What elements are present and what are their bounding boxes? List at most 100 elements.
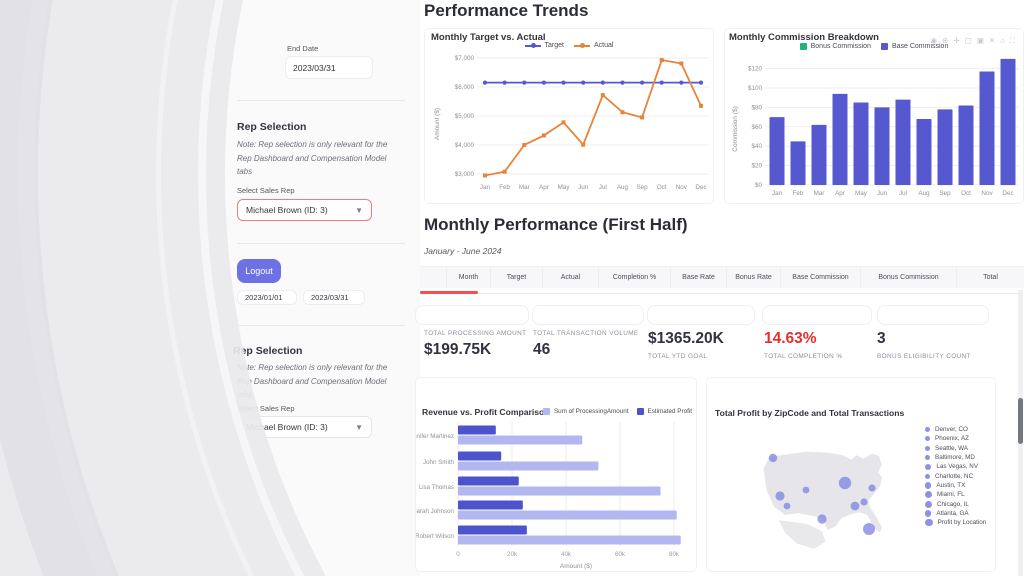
- map-legend-dot: [925, 436, 930, 442]
- metric-value: 46: [533, 341, 551, 358]
- svg-text:Oct: Oct: [961, 190, 971, 197]
- map-dot-denver-co[interactable]: [802, 486, 810, 494]
- legend-label: Bonus Commission: [810, 43, 871, 50]
- hbar-chart-legend: Sum of ProcessingAmount Estimated Profit: [542, 408, 692, 415]
- map-legend-item[interactable]: Seattle, WA: [925, 444, 986, 453]
- end-date-label: End Date: [287, 44, 319, 53]
- map-dot-miami-fl[interactable]: [863, 523, 875, 535]
- start-date-input[interactable]: 2023/01/01: [237, 290, 297, 305]
- metric-card: [877, 305, 989, 325]
- line-chart-card: Monthly Target vs. Actual Target Actual $…: [424, 28, 714, 204]
- sales-rep-selectbox[interactable]: Michael Brown (ID: 3) ▼: [237, 416, 372, 438]
- app-view-bottom: 2023/01/01 2023/03/31 Rep Selection Note…: [0, 288, 1024, 576]
- select-sales-rep-label: Select Sales Rep: [237, 186, 295, 195]
- map-legend-item[interactable]: Miami, FL: [925, 490, 986, 499]
- scrollbar-thumb[interactable]: [1018, 398, 1023, 444]
- svg-text:Mar: Mar: [519, 184, 530, 191]
- table-header-target: Target: [490, 267, 542, 288]
- map-legend-dot: [925, 500, 932, 508]
- map-legend-item[interactable]: Profit by Location: [925, 518, 986, 527]
- legend-label: Sum of ProcessingAmount: [553, 408, 629, 415]
- performance-table-header: Month Target Actual Completion % Base Rate Bo…: [420, 266, 1024, 289]
- rep-selection-note: Note: Rep selection is only relevant for…: [237, 361, 407, 402]
- home-icon[interactable]: ⌂: [1000, 36, 1005, 45]
- progress-track: [420, 293, 1020, 294]
- mexico-outline: [779, 520, 826, 549]
- table-header-total: Total: [956, 267, 1024, 288]
- end-date-input[interactable]: 2023/03/31: [285, 56, 373, 79]
- sales-rep-selectbox[interactable]: Michael Brown (ID: 3) ▼: [237, 199, 372, 221]
- table-header-month: Month: [446, 267, 490, 288]
- end-date-input[interactable]: 2023/03/31: [303, 290, 365, 305]
- map-legend-item[interactable]: Denver, CO: [925, 425, 986, 434]
- legend-item-sum-of-processingamount[interactable]: Sum of ProcessingAmount: [542, 408, 629, 415]
- map-dot-charlotte-nc[interactable]: [860, 498, 868, 506]
- metric-card: [647, 305, 755, 325]
- map-legend-item[interactable]: Chicago, IL: [925, 499, 986, 508]
- map-legend-dot: [925, 455, 930, 461]
- svg-text:Aug: Aug: [617, 184, 629, 191]
- line-chart: $3,000 $4,000 $5,000 $6,000 $7,000 Jan Feb Mar A…: [434, 55, 709, 191]
- fullscreen-icon[interactable]: ⛶: [1009, 36, 1015, 45]
- svg-text:$20: $20: [751, 163, 762, 170]
- zoom-out-icon[interactable]: ✕: [988, 36, 996, 45]
- sales-rep-selected-value: Michael Brown (ID: 3): [246, 422, 328, 432]
- legend-marker: [574, 42, 590, 48]
- map-dot-las-vegas-nv[interactable]: [775, 491, 785, 501]
- svg-text:80k: 80k: [669, 551, 680, 558]
- sidebar-top: End Date 2023/03/31 Rep Selection Note: …: [0, 0, 420, 288]
- map-legend-item[interactable]: Charlotte, NC: [925, 471, 986, 480]
- svg-text:Jun: Jun: [578, 184, 589, 191]
- table-header-completion-: Completion %: [598, 267, 670, 288]
- map-dot-baltimore-md[interactable]: [868, 484, 876, 492]
- svg-text:Feb: Feb: [793, 190, 804, 197]
- sidebar-divider: [237, 325, 405, 326]
- map-legend-item[interactable]: Austin, TX: [925, 481, 986, 490]
- legend-item-estimated-profit[interactable]: Estimated Profit: [636, 408, 692, 415]
- svg-text:Sarah Johnson: Sarah Johnson: [416, 508, 455, 515]
- map-legend-item[interactable]: Las Vegas, NV: [925, 462, 986, 471]
- map-legend-dot: [925, 482, 932, 489]
- svg-text:Apr: Apr: [539, 184, 549, 191]
- legend-item-target[interactable]: Target: [524, 42, 564, 49]
- svg-text:Jun: Jun: [877, 190, 888, 197]
- map-legend-item[interactable]: Baltimore, MD: [925, 453, 986, 462]
- legend-label: Actual: [594, 42, 614, 49]
- metric-label: TOTAL YTD GOAL: [648, 353, 708, 360]
- camera-icon[interactable]: ◉: [930, 36, 938, 45]
- map-dot-austin-tx[interactable]: [817, 514, 827, 524]
- svg-text:Jan: Jan: [772, 190, 783, 197]
- legend-item-base-commission[interactable]: Base Commission: [880, 43, 948, 50]
- legend-item-bonus-commission[interactable]: Bonus Commission: [799, 43, 871, 50]
- map-legend-label: Denver, CO: [935, 426, 968, 434]
- map-dot-seattle-wa[interactable]: [768, 453, 778, 463]
- svg-text:Robert Wilson: Robert Wilson: [416, 533, 455, 540]
- svg-text:$120: $120: [748, 66, 763, 73]
- svg-text:Dec: Dec: [695, 184, 706, 191]
- map-legend-item[interactable]: Phoenix, AZ: [925, 434, 986, 443]
- sales-rep-selected-value: Michael Brown (ID: 3): [246, 205, 328, 215]
- map-legend-item[interactable]: Atlanta, GA: [925, 509, 986, 518]
- metric-total-completion-: 14.63% TOTAL COMPLETION %: [764, 330, 842, 360]
- svg-text:Aug: Aug: [918, 190, 930, 197]
- table-header-bonus-commission: Bonus Commission: [860, 267, 956, 288]
- us-map: [763, 451, 882, 549]
- zoom-icon[interactable]: ⊕: [942, 36, 949, 45]
- legend-label: Estimated Profit: [647, 408, 692, 415]
- logout-button[interactable]: Logout: [237, 259, 281, 283]
- map-dot-chicago-il[interactable]: [838, 476, 852, 490]
- box-select-icon[interactable]: ▢: [964, 36, 972, 45]
- map-legend-dot: [925, 473, 930, 479]
- map-legend-label: Baltimore, MD: [935, 454, 975, 462]
- map-dot-phoenix-az[interactable]: [783, 502, 791, 510]
- pan-icon[interactable]: ✛: [953, 36, 960, 45]
- legend-item-actual[interactable]: Actual: [574, 42, 613, 49]
- svg-text:0: 0: [456, 551, 460, 558]
- table-header-index: [420, 267, 446, 288]
- chevron-down-icon: ▼: [355, 205, 363, 215]
- bar-chart: $0 $20 $40 $60 $80 $100 $120 Jan Feb Mar Apr May Jun…: [732, 58, 1019, 197]
- map-dot-atlanta-ga[interactable]: [850, 501, 860, 511]
- lasso-select-icon[interactable]: ▣: [976, 36, 984, 45]
- sidebar-bottom: 2023/01/01 2023/03/31 Rep Selection Note…: [0, 288, 420, 576]
